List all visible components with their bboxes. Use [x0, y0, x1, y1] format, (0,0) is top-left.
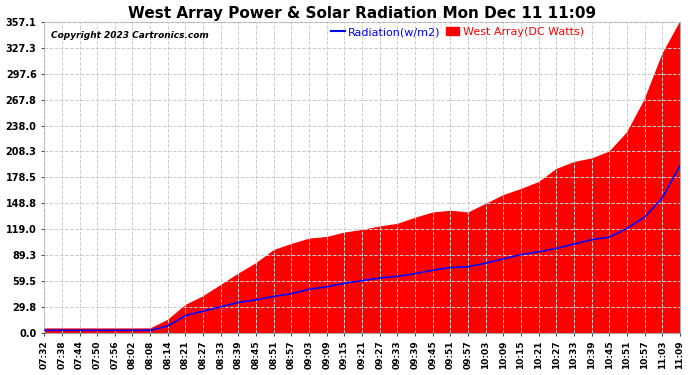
Legend: Radiation(w/m2), West Array(DC Watts): Radiation(w/m2), West Array(DC Watts) — [331, 27, 584, 37]
Title: West Array Power & Solar Radiation Mon Dec 11 11:09: West Array Power & Solar Radiation Mon D… — [128, 6, 596, 21]
Text: Copyright 2023 Cartronics.com: Copyright 2023 Cartronics.com — [50, 31, 208, 40]
